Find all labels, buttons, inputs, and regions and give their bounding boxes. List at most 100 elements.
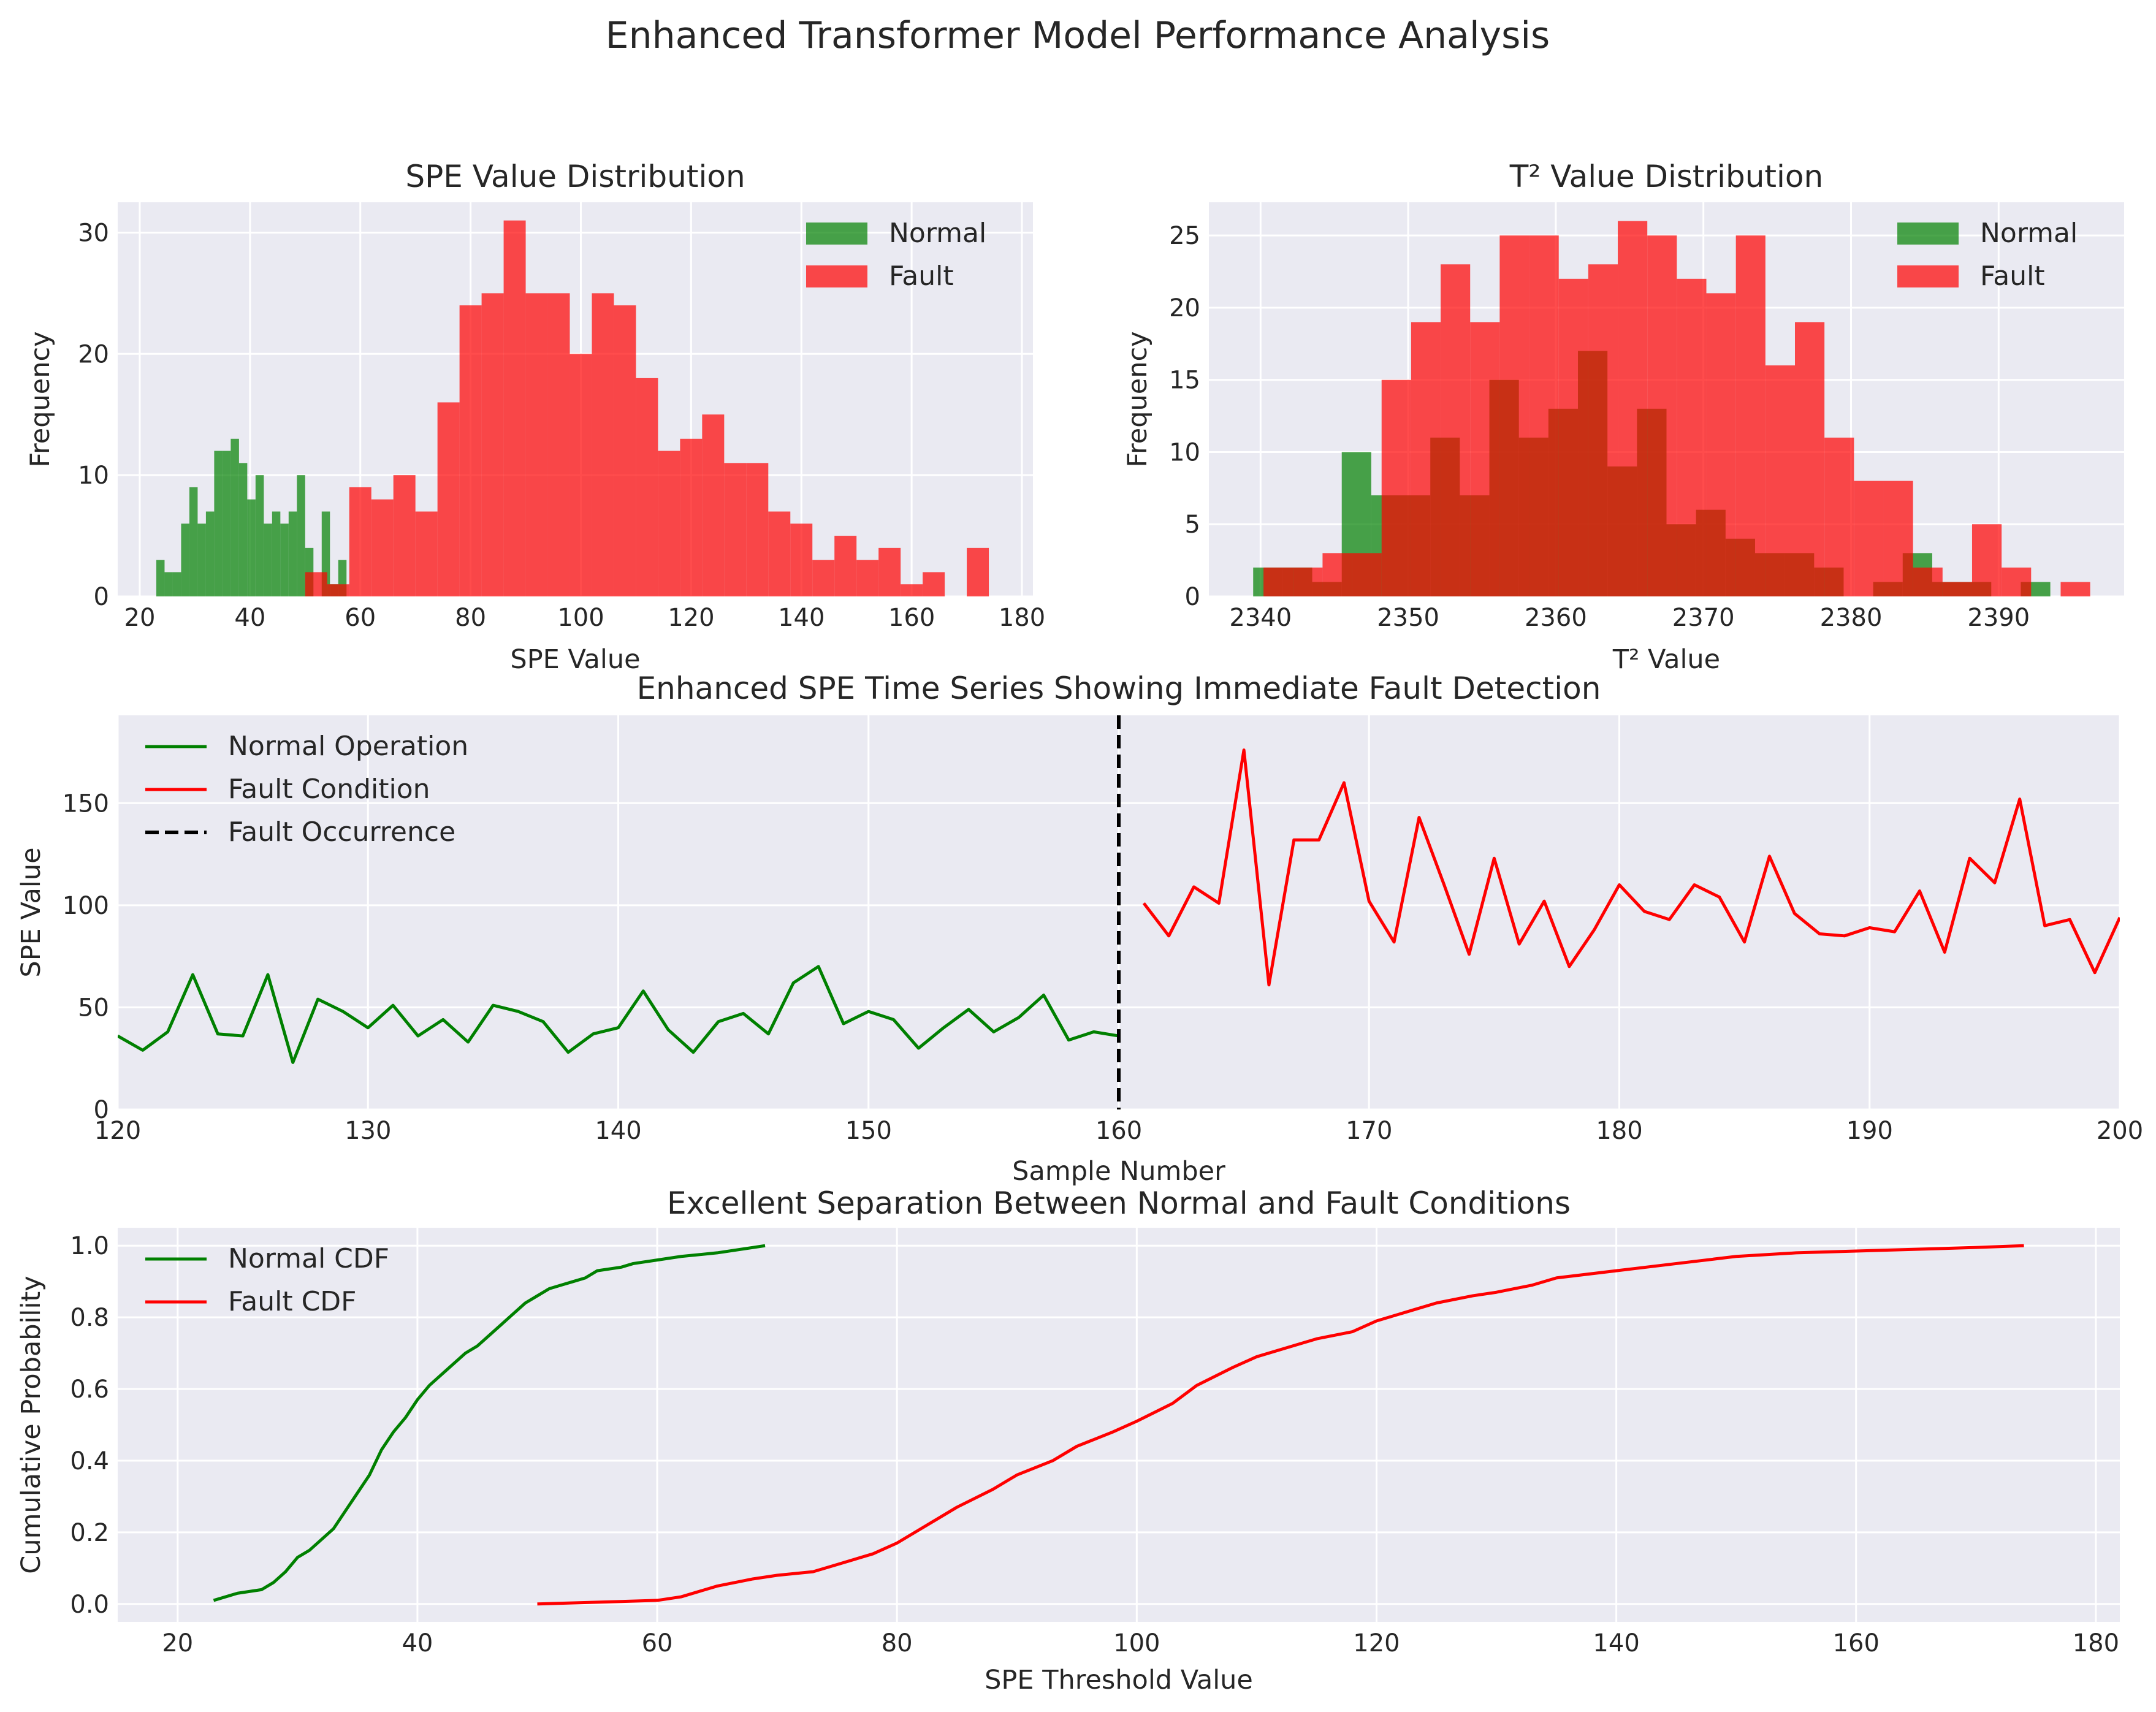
histogram-bar-fault <box>1971 524 2002 596</box>
x-tick-label: 130 <box>345 1117 391 1145</box>
x-tick-label: 20 <box>162 1629 193 1657</box>
legend-label: Fault CDF <box>228 1286 357 1317</box>
y-tick-label: 5 <box>1185 511 1200 539</box>
y-tick-label: 0.0 <box>70 1591 109 1619</box>
histogram-bar-fault <box>1677 278 1707 596</box>
x-tick-label: 2360 <box>1525 604 1587 632</box>
y-tick-label: 100 <box>63 892 109 920</box>
histogram-bar-fault <box>1499 235 1529 596</box>
y-axis-label: Cumulative Probability <box>16 1276 47 1573</box>
y-tick-label: 0.6 <box>70 1375 109 1404</box>
histogram-bar-fault <box>1706 293 1736 596</box>
legend-label: Normal <box>889 218 986 249</box>
histogram-bar-fault <box>1588 264 1618 596</box>
histogram-bar-fault <box>305 572 327 596</box>
legend: Normal CDF Fault CDF <box>145 1243 389 1317</box>
histogram-bar-normal <box>172 572 181 596</box>
y-tick-label: 25 <box>1169 222 1200 250</box>
x-tick-label: 200 <box>2097 1117 2143 1145</box>
histogram-bar-fault <box>525 293 548 596</box>
histogram-bar-normal <box>156 560 165 596</box>
x-tick-label: 160 <box>1833 1629 1880 1657</box>
y-tick-label: 20 <box>78 340 109 368</box>
histogram-bar-normal <box>272 511 281 596</box>
histogram-bar-normal <box>297 475 305 596</box>
histogram-bar-fault <box>503 220 526 596</box>
histogram-bar-normal <box>189 487 198 596</box>
legend-label: Fault Condition <box>228 774 430 805</box>
x-tick-label: 180 <box>2073 1629 2119 1657</box>
x-axis-label: SPE Threshold Value <box>985 1665 1253 1695</box>
data-layer <box>118 715 2120 1109</box>
legend-label: Fault Occurrence <box>228 816 455 848</box>
legend-swatch <box>806 265 867 287</box>
histogram-bar-fault <box>1470 322 1500 596</box>
histogram-bar-fault <box>2060 582 2090 596</box>
x-tick-label: 60 <box>345 604 376 632</box>
y-tick-label: 0.2 <box>70 1519 109 1547</box>
histogram-bar-fault <box>459 305 482 596</box>
histogram-bar-fault <box>1883 481 1913 596</box>
x-tick-label: 2350 <box>1377 604 1439 632</box>
chart-title: Excellent Separation Between Normal and … <box>667 1185 1571 1221</box>
y-tick-label: 50 <box>78 994 109 1022</box>
x-tick-label: 100 <box>557 604 604 632</box>
x-tick-label: 2380 <box>1820 604 1883 632</box>
histogram-bar-fault <box>1293 567 1323 596</box>
histogram-bar-fault <box>856 560 879 596</box>
legend-swatch <box>1897 223 1959 245</box>
y-tick-label: 15 <box>1169 367 1200 395</box>
histogram-bar-fault <box>569 354 592 596</box>
y-tick-label: 0 <box>94 583 109 611</box>
histogram-bar-fault <box>724 463 747 596</box>
x-tick-label: 20 <box>124 604 156 632</box>
x-axis-label: SPE Value <box>510 644 640 675</box>
histogram-bar-normal <box>214 451 223 596</box>
spe-histogram-chart: 20 40 60 80 100 120 140 160 180 0 10 20 30 SPE Value … <box>25 159 1045 675</box>
histogram-bar-normal <box>280 523 289 596</box>
histogram-bar-normal <box>197 523 206 596</box>
figure-title: Enhanced Transformer Model Performance A… <box>606 14 1550 57</box>
histogram-bar-fault <box>834 536 857 596</box>
x-tick-label: 150 <box>845 1117 892 1145</box>
histogram-bar-fault <box>1854 481 1884 596</box>
histogram-bar-fault <box>746 463 769 596</box>
spe-cdf-chart: 20 40 60 80 100 120 140 160 180 0.0 0.2 0.4 0.6 0.8 1.… <box>16 1185 2120 1695</box>
legend-label: Normal <box>1980 218 2078 249</box>
histogram-bar-fault <box>967 547 989 596</box>
histogram-bar-normal <box>264 523 272 596</box>
histogram-bar-normal <box>238 463 248 596</box>
histogram-bar-fault <box>1795 322 1825 596</box>
histogram-bar-fault <box>371 499 394 596</box>
legend-swatch <box>1897 265 1959 287</box>
chart-title: Enhanced SPE Time Series Showing Immedia… <box>637 671 1601 706</box>
histogram-bar-fault <box>790 523 813 596</box>
histogram-bar-fault <box>1618 221 1648 596</box>
histogram-bar-normal <box>222 451 231 596</box>
legend-label: Fault <box>889 261 954 292</box>
plot-area <box>118 1228 2120 1622</box>
histogram-bar-fault <box>1263 567 1293 596</box>
histogram-bar-fault <box>901 584 923 596</box>
histogram-bar-normal <box>288 511 297 596</box>
series-normal <box>156 438 347 596</box>
y-tick-label: 150 <box>63 789 109 818</box>
y-tick-label: 10 <box>1169 438 1200 466</box>
x-tick-label: 40 <box>234 604 265 632</box>
legend: Normal Operation Fault Condition Fault Occ… <box>145 731 468 848</box>
histogram-bar-fault <box>1824 437 1854 596</box>
chart-title: T² Value Distribution <box>1509 159 1823 194</box>
series-line-fault-condition <box>1142 748 2120 987</box>
histogram-bar-fault <box>327 584 349 596</box>
y-tick-label: 0.8 <box>70 1304 109 1332</box>
y-tick-label: 0 <box>94 1096 109 1124</box>
series-line-normal-cdf <box>213 1244 766 1602</box>
legend-label: Fault <box>1980 261 2045 292</box>
x-tick-label: 100 <box>1113 1629 1160 1657</box>
t2-histogram-chart: 2340 2350 2360 2370 2380 2390 0 5 10 15 20 25 T² Val… <box>1122 159 2124 675</box>
x-tick-label: 160 <box>888 604 935 632</box>
x-tick-label: 80 <box>882 1629 913 1657</box>
y-axis-label: Frequency <box>25 331 56 467</box>
series-fault <box>1263 221 2090 596</box>
legend-label: Normal Operation <box>228 731 468 762</box>
